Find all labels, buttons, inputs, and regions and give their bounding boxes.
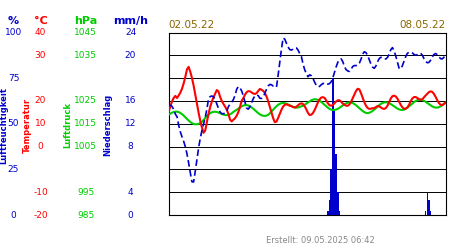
Text: %: % [8,16,19,26]
Text: Temperatur: Temperatur [22,98,32,152]
Text: 0: 0 [128,210,133,220]
Text: 1025: 1025 [74,96,97,106]
Text: 4: 4 [128,188,133,197]
Text: 16: 16 [125,96,136,106]
Text: mm/h: mm/h [113,16,148,26]
Text: 30: 30 [35,51,46,60]
Text: 10: 10 [35,119,46,128]
Bar [425,211,426,215]
Text: 995: 995 [77,188,94,197]
Text: 12: 12 [125,119,136,128]
Bar [428,200,430,215]
Bar [337,192,338,215]
Text: 25: 25 [8,165,19,174]
Text: hPa: hPa [74,16,97,26]
Text: 0: 0 [11,210,16,220]
Bar [327,211,328,215]
Bar [334,108,335,215]
Bar [427,192,428,215]
Text: Niederschlag: Niederschlag [104,94,112,156]
Text: Erstellt: 09.05.2025 06:42: Erstellt: 09.05.2025 06:42 [266,236,374,245]
Text: 1005: 1005 [74,142,97,151]
Text: 75: 75 [8,74,19,82]
Text: 1045: 1045 [74,28,97,37]
Bar [330,170,332,215]
Text: 02.05.22: 02.05.22 [169,20,215,30]
Bar [335,154,337,215]
Text: °C: °C [34,16,47,26]
Text: 1015: 1015 [74,119,97,128]
Bar [339,211,340,215]
Bar [430,211,432,215]
Text: 20: 20 [125,51,136,60]
Text: 24: 24 [125,28,136,37]
Text: 40: 40 [35,28,46,37]
Text: -10: -10 [33,188,48,197]
Text: -20: -20 [33,210,48,220]
Bar [329,200,330,215]
Text: Luftdruck: Luftdruck [63,102,72,148]
Text: 1035: 1035 [74,51,97,60]
Text: 50: 50 [8,119,19,128]
Text: 0: 0 [38,142,43,151]
Text: 100: 100 [5,28,22,37]
Text: Luftfeuchtigkeit: Luftfeuchtigkeit [0,86,8,164]
Text: 20: 20 [35,96,46,106]
Bar [332,78,333,215]
Text: 985: 985 [77,210,94,220]
Text: 8: 8 [128,142,133,151]
Text: 08.05.22: 08.05.22 [399,20,446,30]
